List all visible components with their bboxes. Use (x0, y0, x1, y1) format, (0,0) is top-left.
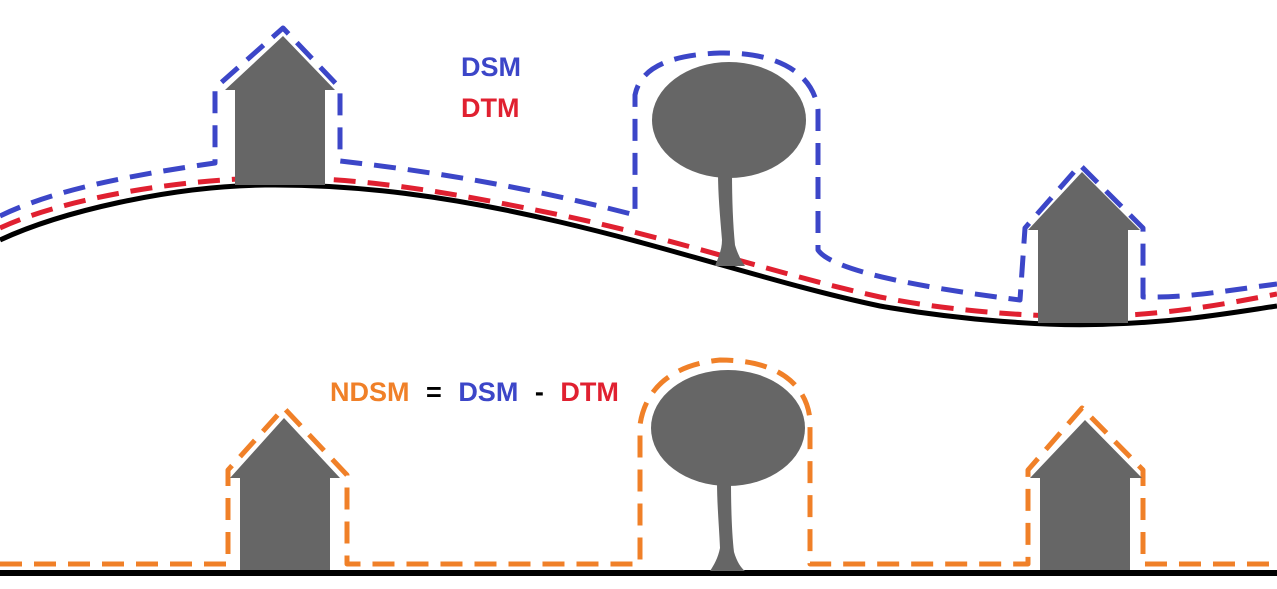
terrain-ground-line (0, 182, 1277, 328)
house-icon (225, 36, 335, 185)
formula-dtm: DTM (560, 377, 618, 407)
house-icon (1030, 420, 1142, 570)
house-icon (230, 418, 340, 570)
house-icon (1028, 172, 1140, 323)
legend-dtm-label: DTM (461, 93, 519, 123)
formula-ndsm: NDSM (330, 377, 410, 407)
tree-icon (651, 370, 805, 571)
ndsm-line (0, 357, 1277, 567)
formula-minus: - (535, 377, 544, 407)
tree-icon (652, 62, 806, 266)
formula-equals: = (426, 377, 442, 407)
legend-dsm-label: DSM (461, 52, 521, 82)
formula-dsm: DSM (458, 377, 518, 407)
dsm-line (0, 25, 1277, 303)
ndsm-formula: NDSM = DSM - DTM (330, 377, 619, 407)
